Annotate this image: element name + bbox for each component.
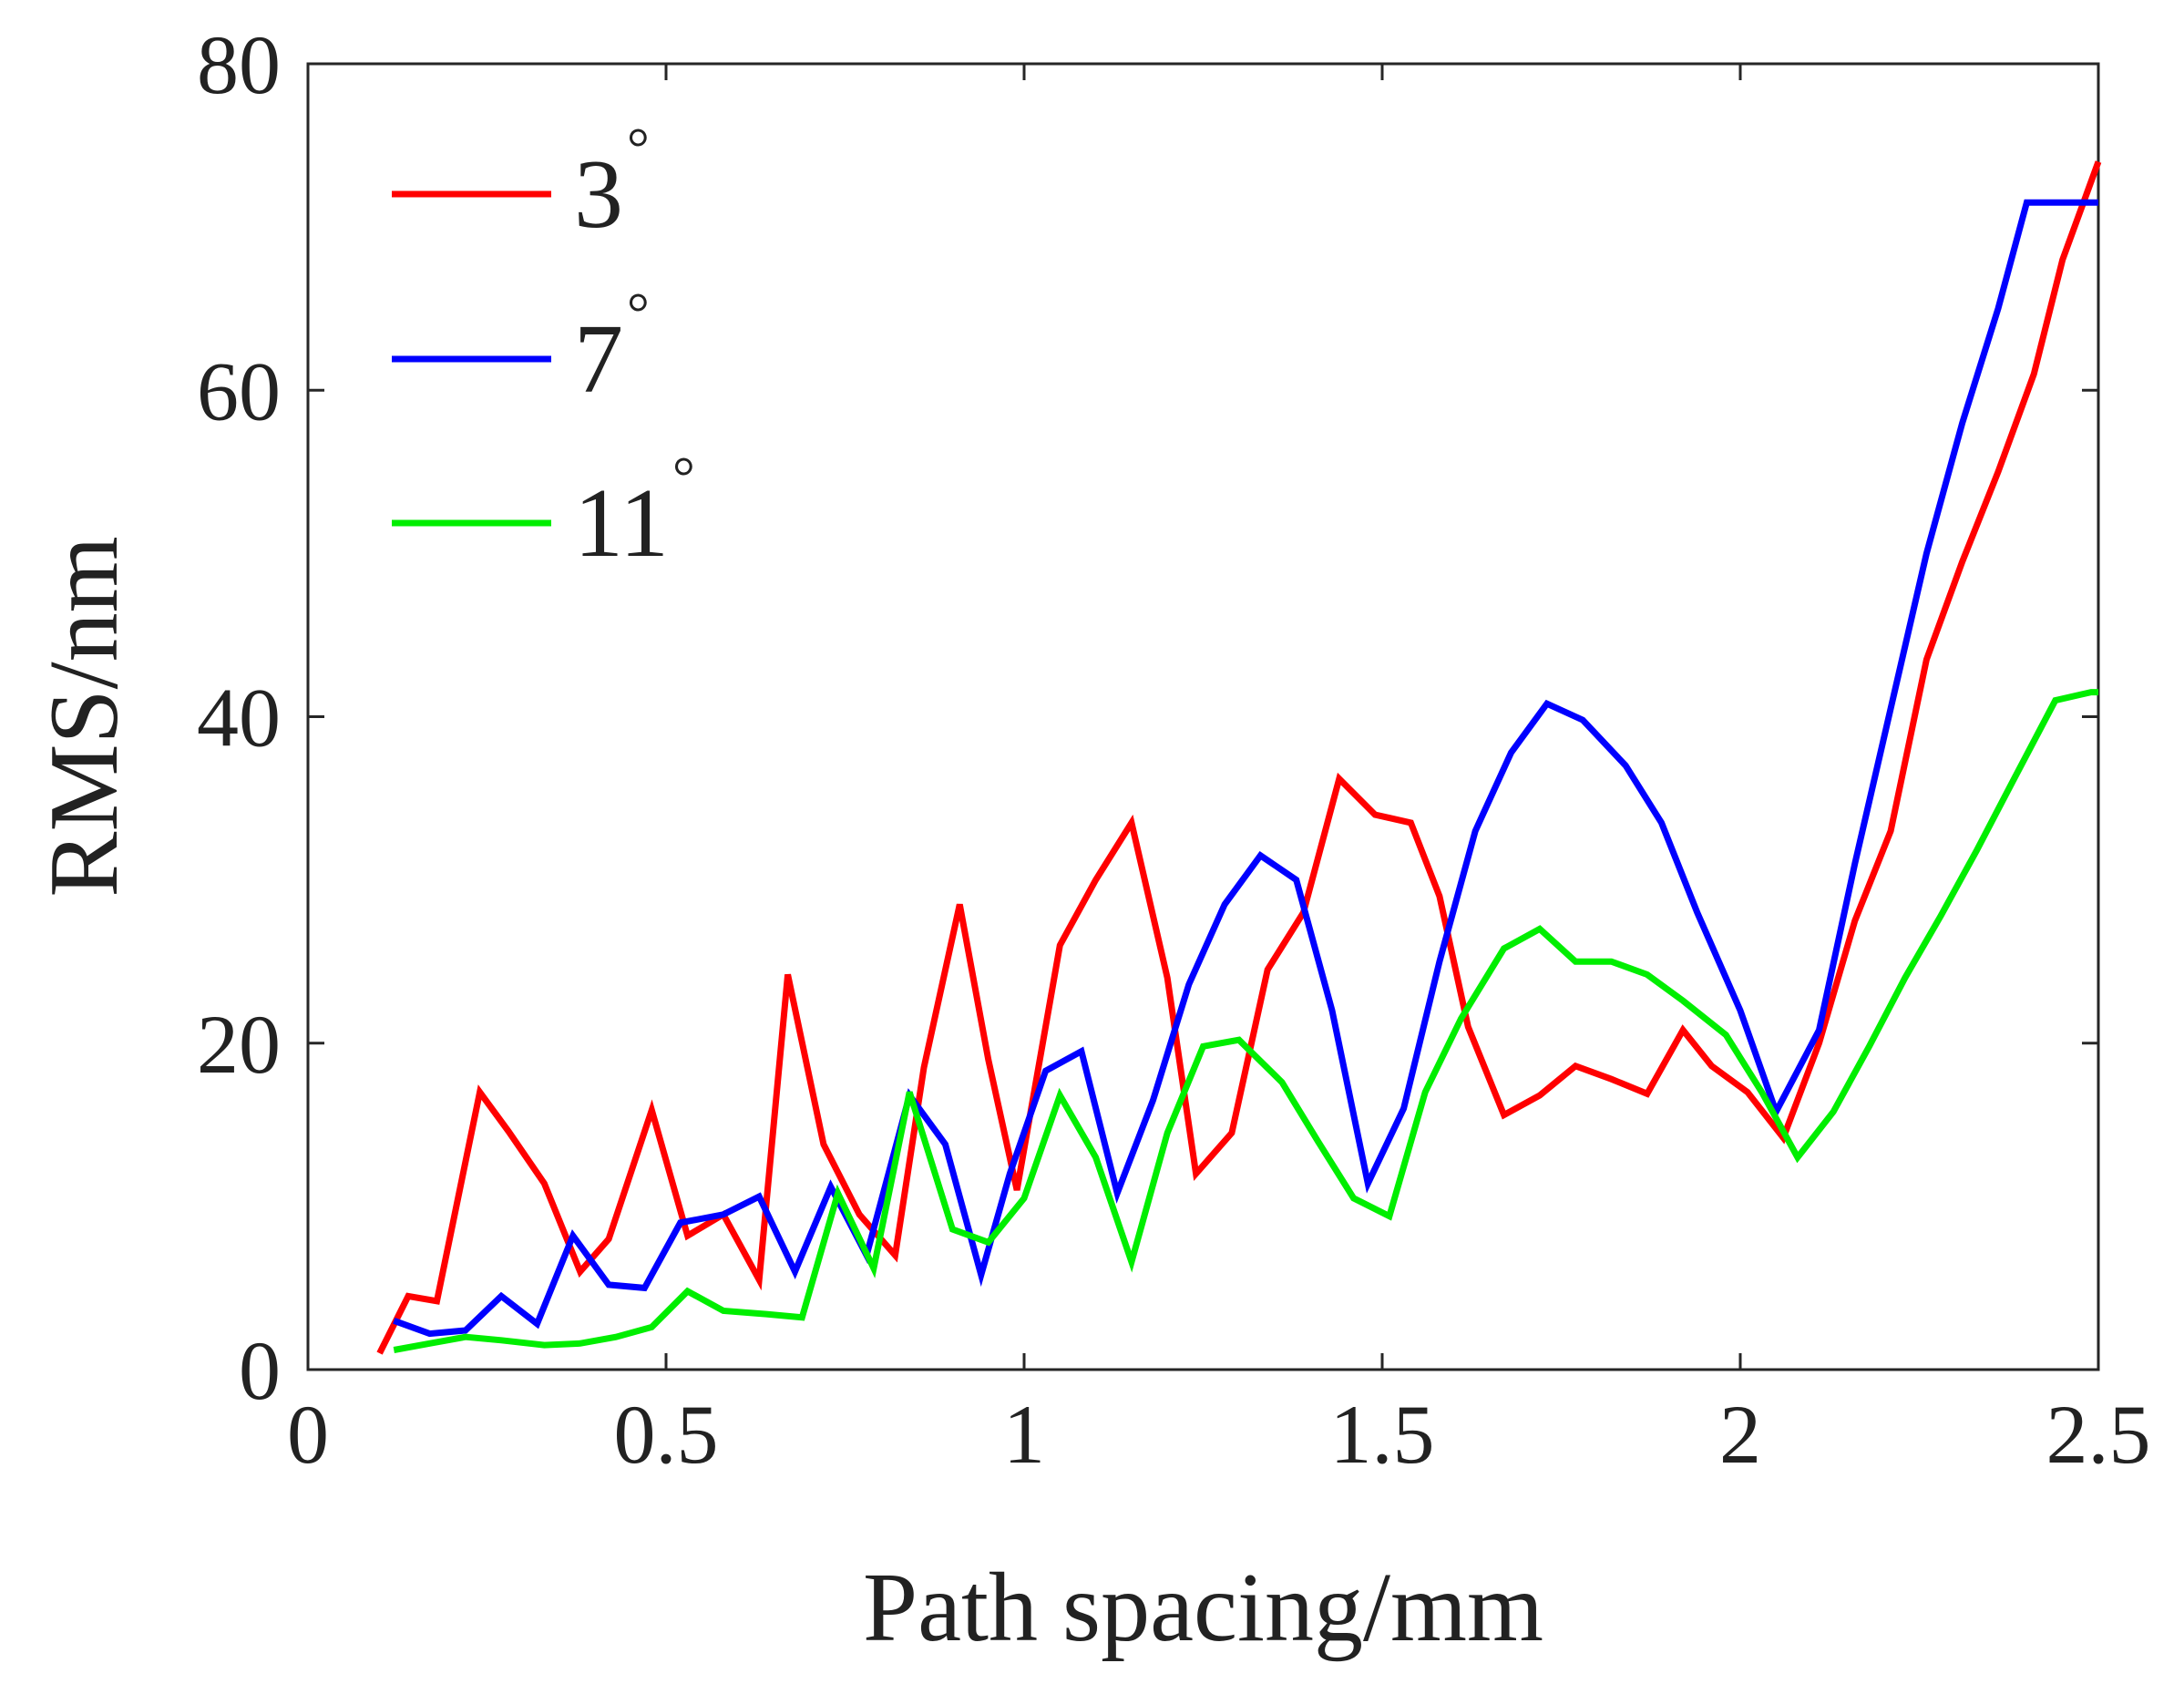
x-tick-label: 2.5 (2046, 1388, 2151, 1481)
x-tick-label: 0 (287, 1388, 329, 1481)
x-tick-label: 1 (1003, 1388, 1045, 1481)
y-tick-label: 20 (197, 998, 281, 1091)
x-tick-label: 1.5 (1330, 1388, 1435, 1481)
y-tick-label: 60 (197, 344, 281, 437)
series-line-3 (376, 160, 2102, 1355)
y-tick-label: 40 (197, 672, 281, 765)
plot-border (306, 62, 2100, 1371)
series-layer (376, 160, 2102, 1355)
degree-symbol: ° (627, 118, 650, 180)
series-line-11 (393, 689, 2098, 1353)
y-tick-label: 0 (239, 1324, 281, 1417)
x-tick-label: 0.5 (614, 1388, 719, 1481)
degree-symbol: ° (672, 447, 695, 508)
legend-label-3: 3 (574, 140, 623, 249)
legend-label-7: 7 (574, 305, 623, 414)
plot-frame (306, 62, 2100, 1371)
y-axis-ticks: 0 20 40 60 80 (197, 18, 2098, 1417)
x-axis-ticks: 0 0.5 1 1.5 2 2.5 (287, 64, 2151, 1481)
x-tick-label: 2 (1719, 1388, 1761, 1481)
y-tick-label: 80 (197, 18, 281, 111)
degree-symbol: ° (627, 282, 650, 344)
legend: 3 °7 °11 ° (392, 118, 695, 578)
y-axis-title: RMS/nm (30, 536, 138, 897)
x-axis-title: Path spacing/mm (863, 1554, 1543, 1662)
legend-label-11: 11 (574, 469, 669, 578)
series-line-7 (393, 199, 2098, 1338)
